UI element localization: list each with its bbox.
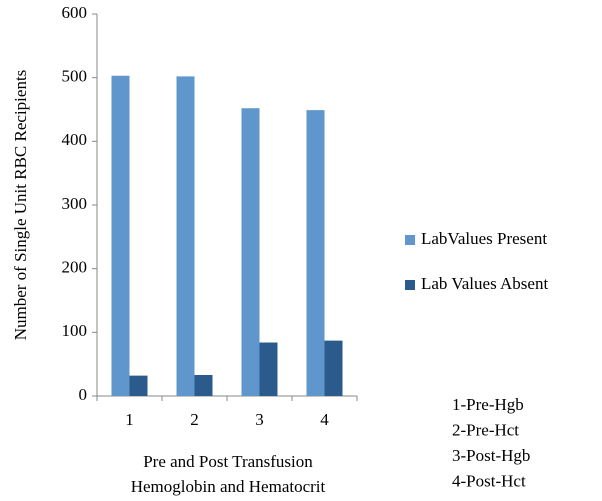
bar (324, 340, 343, 396)
legend-swatch (405, 280, 415, 290)
x-tick-label: 1 (125, 410, 134, 429)
bar (111, 75, 130, 397)
bar (129, 375, 148, 396)
bar (306, 110, 325, 397)
annotation: 2-Pre-Hct (452, 420, 519, 439)
bar (194, 374, 213, 396)
x-tick-label: 3 (255, 410, 264, 429)
legend-label: LabValues Present (421, 229, 547, 248)
annotation: 1-Pre-Hgb (452, 395, 524, 414)
x-axis-title: Pre and Post Transfusion (143, 452, 313, 471)
x-axis-title: Hemoglobin and Hematocrit (131, 477, 326, 496)
annotation: 4-Post-Hct (452, 471, 526, 490)
bar (241, 108, 260, 396)
x-tick-label: 2 (190, 410, 199, 429)
legend-swatch (405, 235, 415, 245)
bar (176, 76, 195, 396)
x-tick-label: 4 (320, 410, 329, 429)
y-tick-label: 0 (79, 385, 88, 404)
y-tick-label: 600 (62, 3, 88, 22)
y-tick-label: 300 (62, 194, 88, 213)
y-tick-label: 100 (62, 321, 88, 340)
legend-label: Lab Values Absent (421, 274, 548, 293)
y-tick-label: 200 (62, 258, 88, 277)
y-axis-title: Number of Single Unit RBC Recipients (11, 70, 30, 341)
annotation: 3-Post-Hgb (452, 446, 530, 465)
y-tick-label: 400 (62, 130, 88, 149)
y-tick-label: 500 (62, 67, 88, 86)
bar (259, 342, 278, 396)
